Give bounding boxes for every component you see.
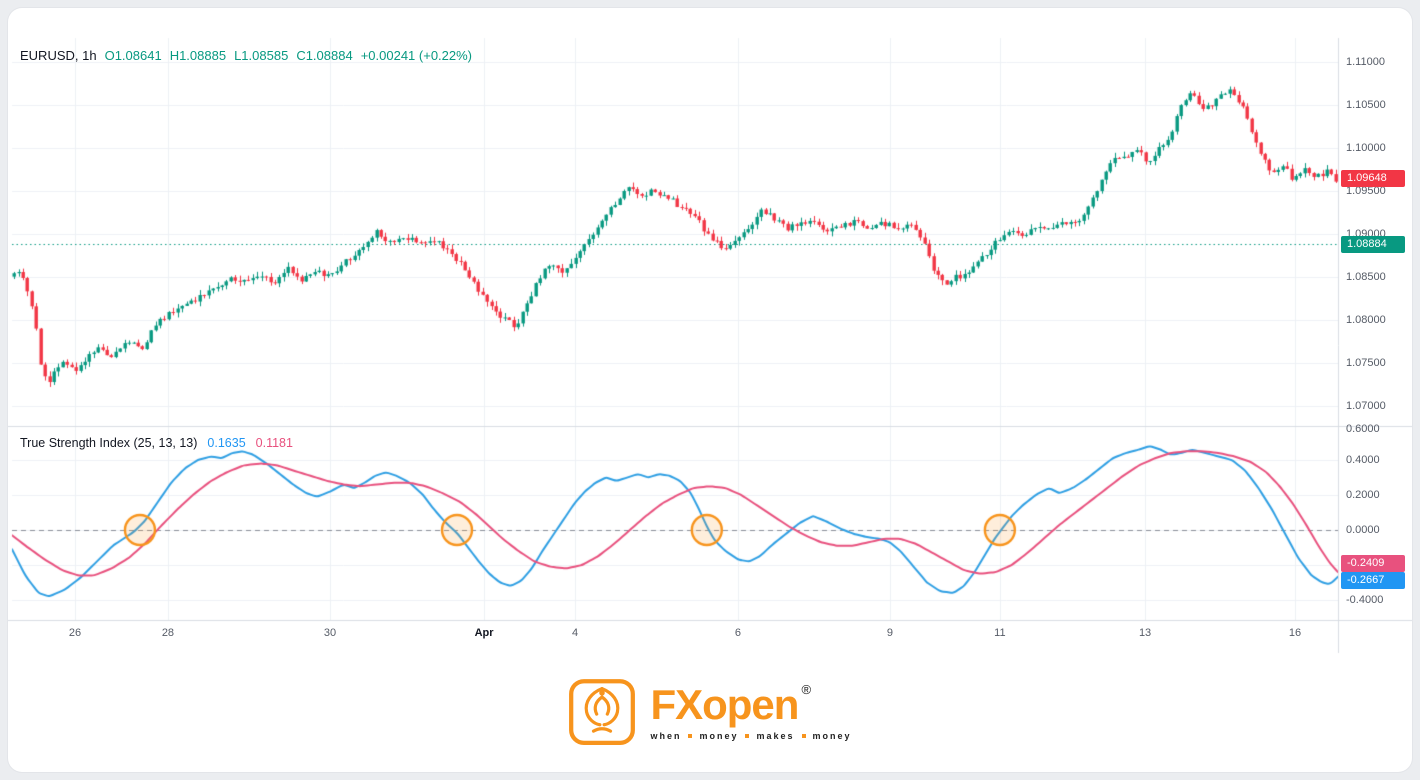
time-tick-label: 9: [886, 627, 893, 639]
ohlc-close: C1.08884: [296, 48, 353, 63]
time-tick-label: 13: [1138, 627, 1152, 639]
tsi-tick-label: -0.4000: [1346, 594, 1384, 606]
tagline-separator-square: [801, 733, 806, 738]
tagline-word: when: [650, 730, 682, 741]
tsi-legend: True Strength Index (25, 13, 13) 0.1635 …: [20, 436, 293, 450]
tsi-tick-label: 0.6000: [1346, 423, 1380, 435]
price-tick-label: 1.08500: [1346, 271, 1386, 283]
tsi-title[interactable]: True Strength Index (25, 13, 13): [20, 436, 198, 450]
chart-card: EURUSD, 1h O1.08641 H1.08885 L1.08585 C1…: [8, 8, 1412, 772]
tsi-signal-value: 0.1181: [255, 436, 293, 450]
tsi-tick-label: 0.0000: [1346, 524, 1380, 536]
tagline-word: makes: [756, 730, 795, 741]
close-price-badge: 1.08884: [1341, 236, 1405, 253]
price-axis[interactable]: 1.11000 1.10500 1.10000 1.09500 1.09000 1.085…: [1338, 8, 1412, 620]
ohlc-change: +0.00241 (+0.22%): [360, 48, 473, 63]
tsi-signal-badge: -0.2409: [1341, 555, 1405, 572]
tsi-line-badge: -0.2667: [1341, 572, 1405, 589]
time-tick-label: 11: [994, 627, 1006, 639]
time-tick-label: 30: [323, 627, 337, 639]
tagline-separator-square: [688, 733, 693, 738]
ohlc-high: H1.08885: [169, 48, 227, 63]
time-tick-label: 16: [1288, 627, 1302, 639]
time-tick-label: 4: [571, 627, 579, 639]
time-tick-label: 6: [734, 627, 742, 639]
tagline-word: money: [699, 730, 739, 741]
price-tick-label: 1.07000: [1346, 400, 1386, 412]
chart-canvas[interactable]: [8, 8, 1412, 772]
logo-tagline: when money makes money: [650, 731, 851, 741]
price-tick-label: 1.10500: [1346, 99, 1386, 111]
tsi-tick-label: 0.4000: [1346, 454, 1380, 466]
tsi-tick-label: 0.2000: [1346, 489, 1380, 501]
ohlc-open: O1.08641: [104, 48, 162, 63]
fxopen-logo: FXopen ® when money makes money: [8, 662, 1412, 762]
tsi-value: 0.1635: [207, 436, 246, 450]
price-tick-label: 1.10000: [1346, 142, 1386, 154]
last-price-badge: 1.09648: [1341, 170, 1405, 187]
price-tick-label: 1.11000: [1346, 56, 1385, 68]
price-tick-label: 1.08000: [1346, 314, 1386, 326]
time-axis[interactable]: 26 28 30 Apr 4 6 9 11 13 16: [8, 620, 1412, 652]
time-tick-label: 26: [68, 627, 82, 639]
price-tick-label: 1.07500: [1346, 357, 1386, 369]
tagline-separator-square: [745, 733, 750, 738]
price-tick-label: 1.09500: [1346, 185, 1386, 197]
time-tick-label: Apr: [474, 627, 494, 639]
ohlc-legend: EURUSD, 1h O1.08641 H1.08885 L1.08585 C1…: [20, 48, 472, 63]
fxopen-wordmark-block: FXopen ® when money makes money: [650, 680, 851, 741]
tagline-word: money: [812, 730, 852, 741]
time-tick-label: 28: [161, 627, 175, 639]
registered-trademark-symbol: ®: [801, 681, 812, 697]
ohlc-low: L1.08585: [234, 48, 289, 63]
fxopen-phoenix-icon: [569, 679, 636, 745]
symbol-title[interactable]: EURUSD, 1h: [20, 48, 97, 63]
fxopen-wordmark: FXopen: [650, 680, 799, 728]
